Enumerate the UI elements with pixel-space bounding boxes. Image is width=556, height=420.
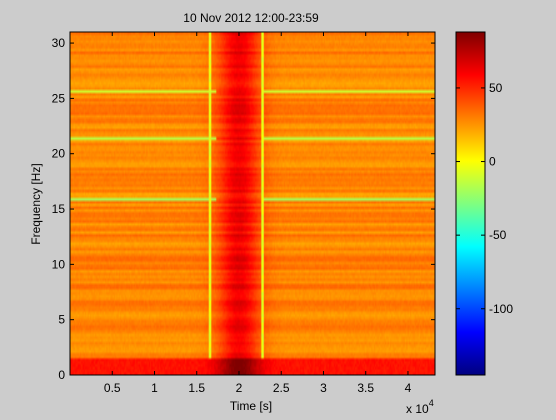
- x-tick-label: 3.5: [357, 381, 374, 395]
- colorbar-tick-label: -50: [489, 228, 507, 242]
- colorbar-tick-label: 0: [489, 155, 496, 169]
- x-tick-label: 0.5: [104, 381, 121, 395]
- x-exponent: x 104: [406, 398, 434, 416]
- chart-title: 10 Nov 2012 12:00-23:59: [183, 11, 319, 25]
- x-tick-label: 2: [236, 381, 243, 395]
- x-axis: 0.5 1 1.5 2 2.5 3 3.5 4: [104, 32, 412, 395]
- spectrogram-image: [70, 32, 435, 375]
- x-tick-label: 1.5: [188, 381, 205, 395]
- x-tick-label: 2.5: [273, 381, 290, 395]
- x-exponent-base: x 10: [406, 402, 429, 416]
- y-tick-label: 15: [52, 202, 66, 216]
- x-tick-label: 4: [405, 381, 412, 395]
- y-tick-label: 0: [58, 368, 65, 382]
- colorbar: [455, 31, 486, 376]
- colorbar-axis: 50 0 -50 -100: [456, 81, 513, 316]
- colorbar-tick-label: -100: [489, 302, 513, 316]
- x-tick-label: 1: [151, 381, 158, 395]
- colorbar-tick-label: 50: [489, 81, 503, 95]
- y-tick-label: 25: [52, 91, 66, 105]
- y-tick-label: 20: [52, 147, 66, 161]
- y-tick-label: 5: [58, 313, 65, 327]
- y-axis-label: Frequency [Hz]: [29, 163, 43, 244]
- plot-area: [70, 32, 435, 375]
- y-tick-label: 10: [52, 257, 66, 271]
- y-axis: 0 5 10 15 20 25 30: [52, 36, 435, 382]
- x-axis-label: Time [s]: [230, 399, 272, 413]
- x-tick-label: 3: [320, 381, 327, 395]
- plot-frame: [69, 31, 436, 376]
- y-tick-label: 30: [52, 36, 66, 50]
- x-exponent-power: 4: [429, 398, 434, 408]
